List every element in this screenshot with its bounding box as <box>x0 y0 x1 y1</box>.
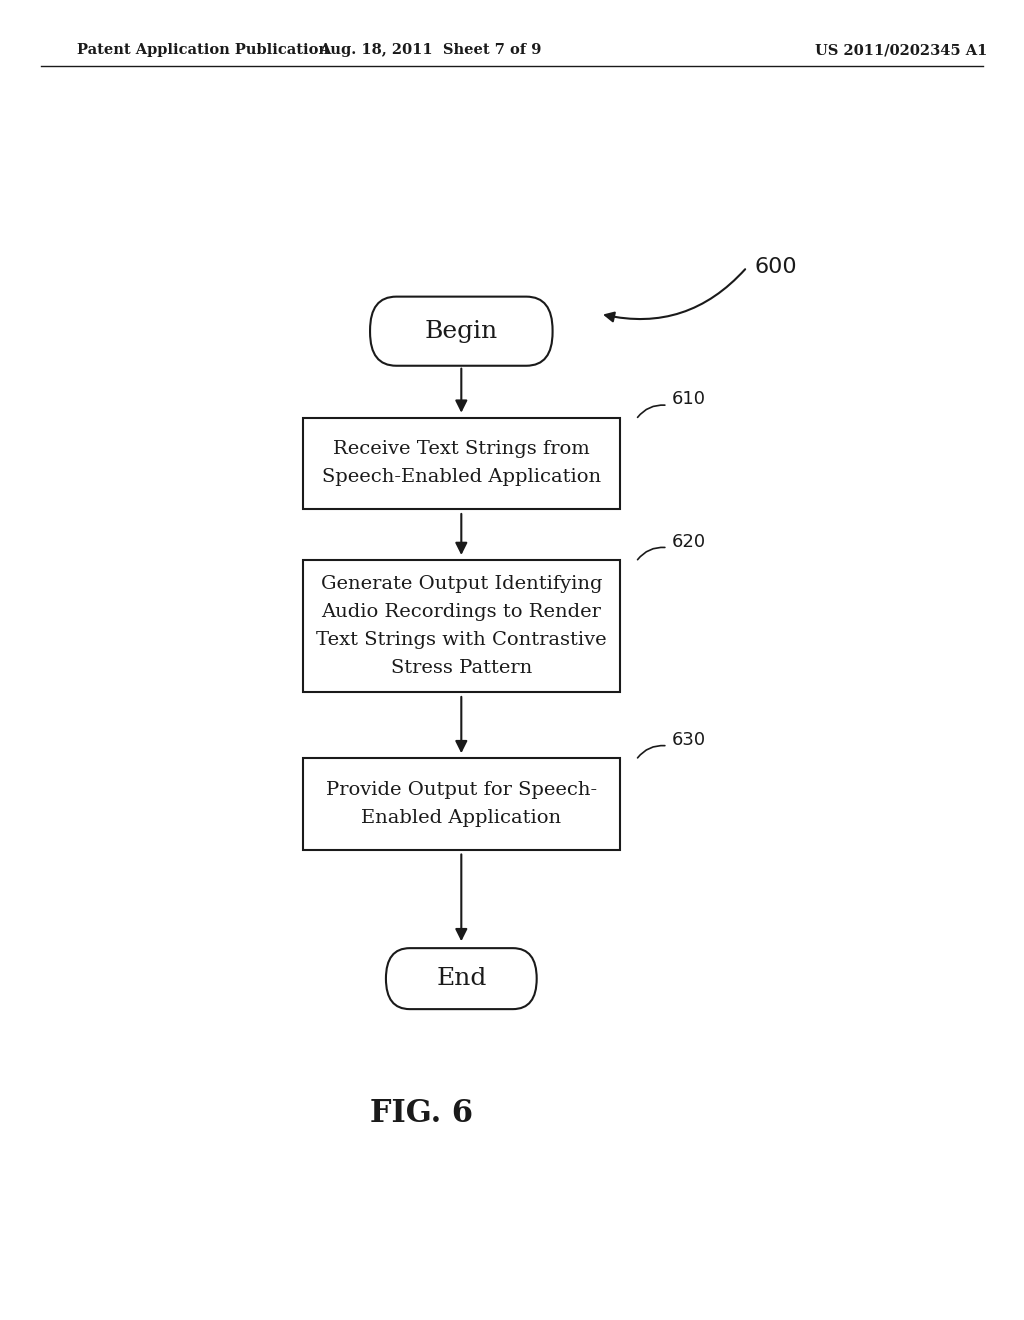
Text: Patent Application Publication: Patent Application Publication <box>77 44 329 57</box>
FancyBboxPatch shape <box>386 948 537 1008</box>
Text: 620: 620 <box>672 532 706 550</box>
Text: Generate Output Identifying
Audio Recordings to Render
Text Strings with Contras: Generate Output Identifying Audio Record… <box>316 576 606 677</box>
Text: Aug. 18, 2011  Sheet 7 of 9: Aug. 18, 2011 Sheet 7 of 9 <box>318 44 542 57</box>
Text: FIG. 6: FIG. 6 <box>370 1098 473 1130</box>
Text: 630: 630 <box>672 731 706 748</box>
Text: Provide Output for Speech-
Enabled Application: Provide Output for Speech- Enabled Appli… <box>326 781 597 826</box>
Text: Receive Text Strings from
Speech-Enabled Application: Receive Text Strings from Speech-Enabled… <box>322 441 601 486</box>
Bar <box>303 417 621 510</box>
FancyBboxPatch shape <box>370 297 553 366</box>
Bar <box>303 560 621 692</box>
Text: Begin: Begin <box>425 319 498 343</box>
Bar <box>303 758 621 850</box>
Text: 610: 610 <box>672 391 706 408</box>
Text: 600: 600 <box>755 257 798 277</box>
Text: End: End <box>436 968 486 990</box>
Text: US 2011/0202345 A1: US 2011/0202345 A1 <box>815 44 987 57</box>
